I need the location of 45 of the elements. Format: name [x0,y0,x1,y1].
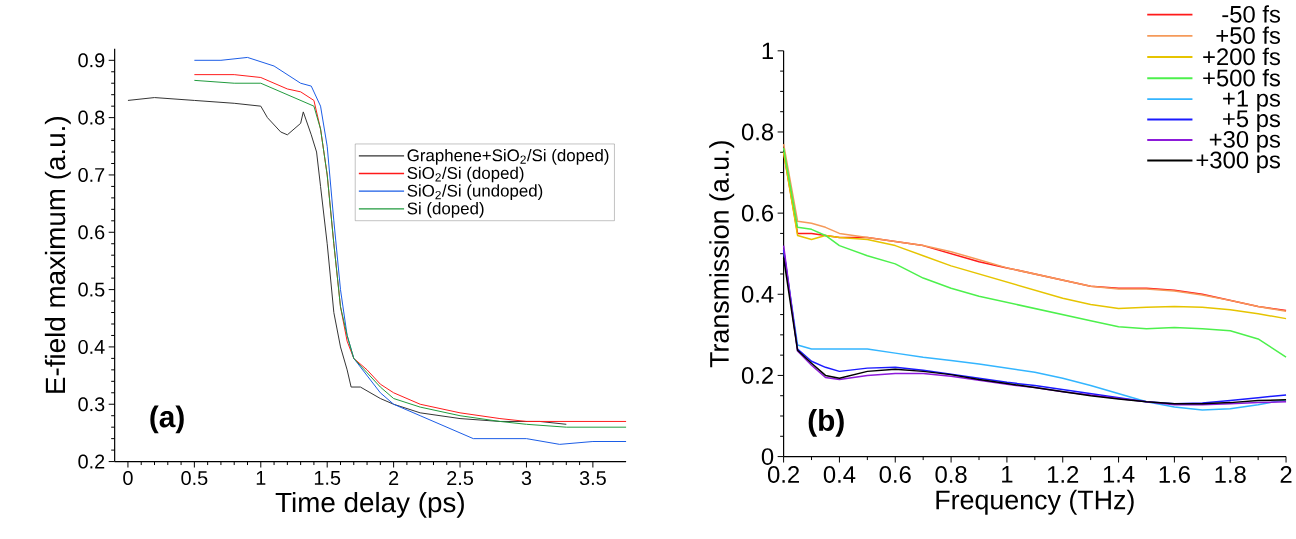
y-tick-label: 0.8 [78,110,105,125]
legend-label: Graphene+SiO$_{2}$/Si (doped) [407,148,609,165]
y-tick-label: 0.6 [741,204,774,222]
x-tick-label: 0.8 [935,465,967,483]
legend-label: +500 fs [1203,68,1281,87]
legend-label: Si (doped) [407,201,484,218]
legend-label: -50 fs [1222,5,1281,23]
x-tick-label: 1 [1002,465,1013,483]
y-tick-label: 0.9 [78,53,105,68]
x-tick-label: 2 [389,470,399,485]
x-tick-label: 0.6 [879,465,911,483]
x-tick-label: 1.2 [1048,465,1079,483]
y-tick-label: 0.3 [78,397,105,412]
x-tick-label: 0 [123,470,133,485]
x-tick-label: 0.4 [823,465,856,483]
legend-label: +50 fs [1216,26,1281,44]
legend-label: +200 fs [1203,47,1281,66]
annotation: (a) [150,405,184,434]
x-tick-label: 1.8 [1215,465,1246,483]
y-axis-title: Transmission (a.u.) [709,141,735,368]
y-tick-label: 1 [762,42,773,59]
x-tick-label: 1 [256,470,266,485]
annotation: (b) [808,408,844,437]
x-tick-label: 2 [1280,465,1292,483]
x-tick-label: 1.5 [314,470,341,485]
y-tick-label: 0.5 [78,282,105,297]
y-tick-label: 0.4 [741,285,774,303]
y-tick-label: 0 [761,448,774,465]
x-axis-title: Time delay (ps) [275,491,464,518]
y-tick-label: 0.4 [78,339,105,354]
y-tick-label: 0.6 [78,225,105,240]
x-tick-label: 2.5 [447,470,474,485]
legend-label: SiO$_{2}$/Si (undoped) [407,184,543,200]
x-tick-label: 3 [521,470,532,485]
x-axis-title: Frequency (THz) [936,489,1134,515]
x-tick-label: 0.5 [181,470,208,485]
y-axis-title: E-field maximum (a.u.) [44,116,71,393]
y-tick-label: 0.2 [78,454,105,469]
y-tick-label: 0.8 [741,123,774,141]
x-tick-label: 3.5 [579,470,606,485]
x-tick-label: 1.6 [1159,465,1190,483]
y-tick-label: 0.2 [741,366,773,384]
legend-label: SiO$_{2}$/Si (doped) [407,166,524,183]
y-tick-label: 0.7 [78,167,105,182]
x-tick-label: 1.4 [1103,465,1135,483]
